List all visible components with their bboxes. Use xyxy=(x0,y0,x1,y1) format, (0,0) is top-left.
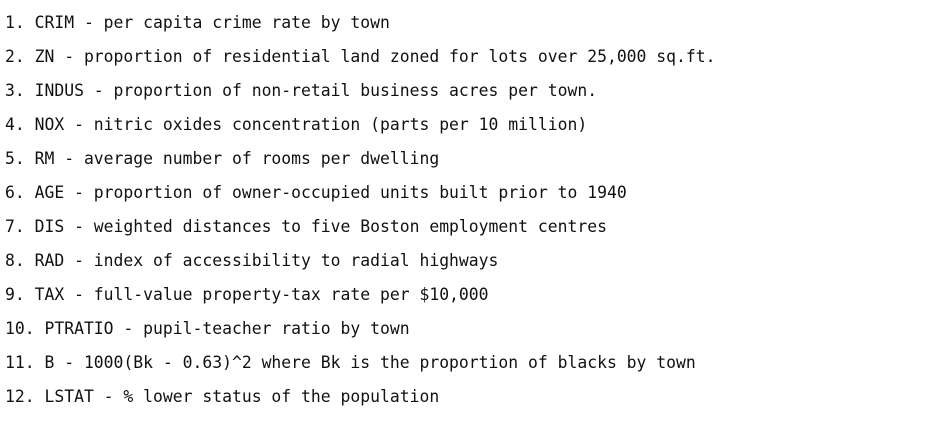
feature-item-tax: 9. TAX - full-value property-tax rate pe… xyxy=(5,285,489,304)
feature-list: 1. CRIM - per capita crime rate by town … xyxy=(5,7,716,415)
feature-item-rm: 5. RM - average number of rooms per dwel… xyxy=(5,149,440,168)
feature-item-zn: 2. ZN - proportion of residential land z… xyxy=(5,47,716,66)
feature-item-lstat: 12. LSTAT - % lower status of the popula… xyxy=(5,387,440,406)
feature-item-age: 6. AGE - proportion of owner-occupied un… xyxy=(5,183,627,202)
feature-item-crim: 1. CRIM - per capita crime rate by town xyxy=(5,13,390,32)
feature-item-indus: 3. INDUS - proportion of non-retail busi… xyxy=(5,81,598,100)
feature-item-dis: 7. DIS - weighted distances to five Bost… xyxy=(5,217,607,236)
feature-item-b: 11. B - 1000(Bk - 0.63)^2 where Bk is th… xyxy=(5,353,696,372)
feature-item-ptratio: 10. PTRATIO - pupil-teacher ratio by tow… xyxy=(5,319,410,338)
feature-item-nox: 4. NOX - nitric oxides concentration (pa… xyxy=(5,115,588,134)
feature-item-rad: 8. RAD - index of accessibility to radia… xyxy=(5,251,499,270)
